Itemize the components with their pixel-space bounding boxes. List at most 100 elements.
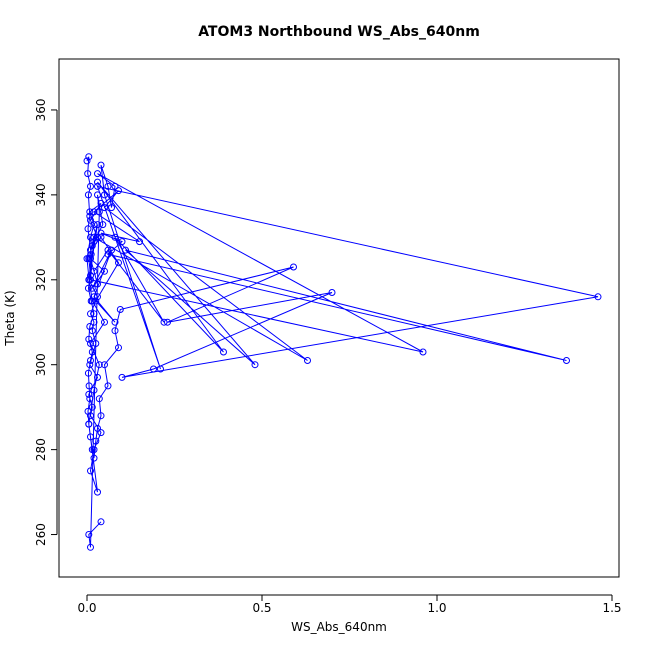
- data-point: [94, 293, 101, 301]
- data-point: [104, 382, 112, 390]
- data-point: [88, 284, 96, 292]
- data-point: [85, 390, 93, 398]
- data-point: [104, 250, 112, 258]
- data-point: [111, 182, 119, 190]
- data-point: [86, 395, 94, 403]
- data-point: [101, 191, 108, 199]
- data-point: [85, 531, 93, 538]
- data-point: [87, 340, 94, 347]
- data-point: [90, 454, 98, 462]
- data-point: [97, 412, 105, 420]
- data-point: [97, 518, 105, 526]
- data-point: [94, 178, 101, 186]
- data-point: [92, 340, 100, 347]
- data-point: [94, 170, 101, 178]
- data-point: [99, 221, 107, 229]
- data-point: [85, 382, 93, 390]
- data-point: [90, 221, 98, 229]
- data-point: [94, 233, 101, 241]
- data-point: [108, 246, 115, 254]
- x-tick-label: 0.0: [77, 601, 96, 615]
- data-point: [111, 327, 119, 335]
- series-line: [86, 156, 599, 548]
- data-point: [122, 246, 129, 254]
- x-tick-label: 1.0: [427, 601, 446, 615]
- data-point: [87, 543, 94, 551]
- data-point: [90, 208, 98, 216]
- data-point: [90, 293, 98, 301]
- chart-title: ATOM3 Northbound WS_Abs_640nm: [198, 24, 480, 40]
- data-point: [90, 310, 98, 318]
- y-tick-label: 320: [34, 268, 48, 291]
- data-point: [94, 221, 101, 229]
- data-point: [87, 272, 94, 279]
- data-point: [88, 446, 96, 454]
- data-point: [87, 216, 94, 224]
- plot-area-border: [58, 58, 620, 578]
- data-point: [86, 361, 94, 369]
- data-point: [104, 182, 112, 190]
- x-tick-label: 1.5: [602, 601, 621, 615]
- data-point: [94, 191, 101, 199]
- data-point: [97, 199, 105, 207]
- data-point: [97, 229, 105, 237]
- y-axis: 260 280 300 320 340 360: [34, 98, 58, 546]
- data-point: [90, 318, 98, 326]
- data-point: [115, 259, 122, 267]
- data-point: [90, 386, 98, 394]
- data-point: [83, 157, 91, 165]
- data-point: [111, 233, 119, 241]
- data-point: [94, 280, 101, 288]
- data-point: [594, 293, 602, 301]
- data-point: [97, 429, 105, 437]
- data-point: [84, 369, 92, 377]
- data-point: [87, 433, 94, 441]
- data-point: [84, 284, 92, 292]
- data-point: [101, 204, 108, 212]
- data-point: [85, 276, 93, 284]
- data-point: [85, 335, 93, 343]
- data-point: [84, 170, 92, 178]
- data-point: [95, 361, 103, 369]
- data-point: [84, 407, 92, 415]
- data-point: [87, 246, 94, 254]
- y-tick-label: 280: [34, 438, 48, 461]
- data-point: [95, 208, 103, 216]
- data-point: [86, 323, 94, 330]
- data-point: [118, 238, 126, 246]
- data-point: [88, 348, 96, 356]
- data-point: [94, 488, 101, 496]
- data-point: [115, 187, 122, 195]
- data-point: [87, 357, 94, 364]
- data-point: [108, 204, 115, 212]
- data-point: [136, 238, 143, 246]
- y-tick-label: 360: [34, 98, 48, 121]
- data-point: [328, 289, 336, 296]
- data-point: [94, 424, 101, 432]
- data-point: [164, 318, 171, 326]
- data-point: [87, 233, 94, 241]
- data-point: [101, 318, 108, 326]
- data-point: [160, 318, 168, 326]
- series-layer: [83, 153, 602, 551]
- data-point: [115, 344, 122, 352]
- data-point: [92, 297, 100, 305]
- data-point: [88, 242, 96, 250]
- data-point: [86, 208, 94, 216]
- data-point: [92, 437, 100, 445]
- y-axis-label: Theta (K): [3, 290, 17, 346]
- data-point: [85, 420, 93, 428]
- data-point: [88, 403, 96, 411]
- data-point: [94, 182, 101, 190]
- data-point: [101, 361, 108, 369]
- data-point: [84, 225, 92, 233]
- data-point: [150, 365, 157, 373]
- data-point: [90, 233, 98, 241]
- data-point: [97, 161, 105, 169]
- data-point: [97, 233, 105, 241]
- data-point: [87, 182, 94, 190]
- data-point: [104, 246, 112, 254]
- data-point: [304, 357, 311, 364]
- x-axis: 0.0 0.5 1.0 1.5: [77, 594, 622, 615]
